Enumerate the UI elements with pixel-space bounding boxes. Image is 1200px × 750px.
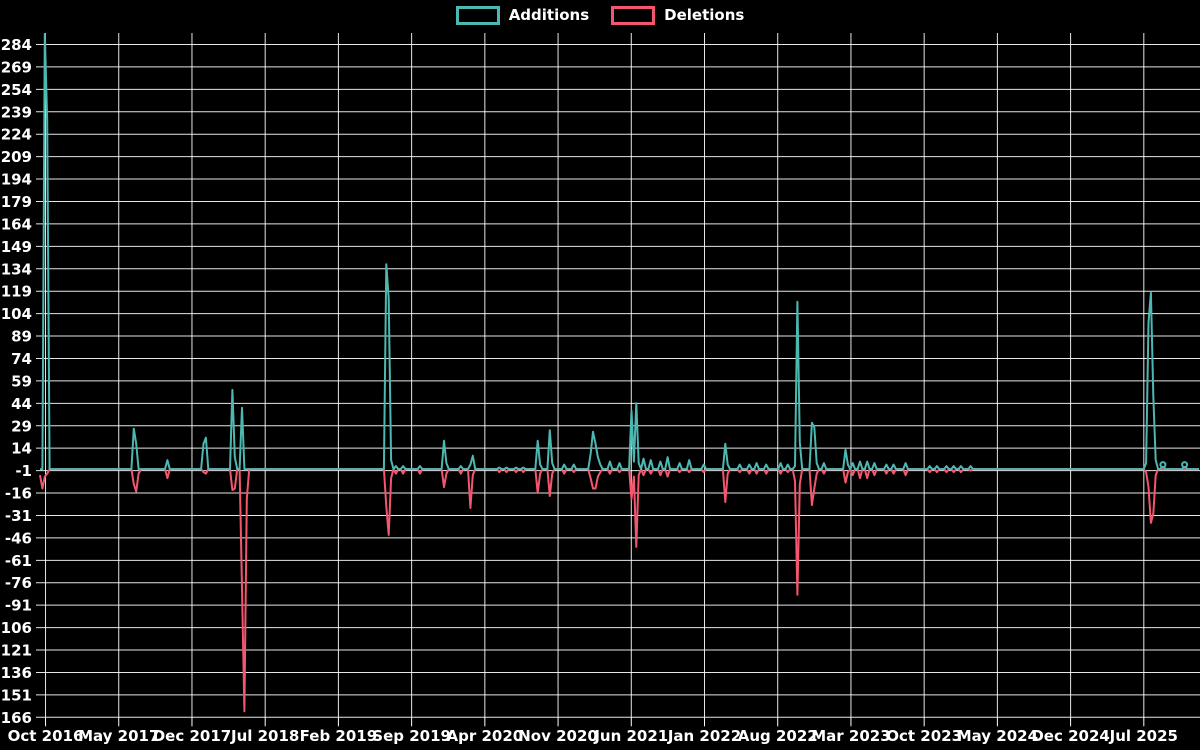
- x-tick-label: Dec 2024: [1031, 727, 1110, 745]
- y-tick-label: -136: [0, 664, 32, 682]
- y-tick-label: 254: [1, 81, 32, 99]
- x-tick-label: Sep 2019: [372, 727, 451, 745]
- y-tick-label: -76: [5, 574, 32, 592]
- x-tick-label: Oct 2016: [8, 727, 84, 745]
- additions-line: [40, 33, 1199, 471]
- x-tick-label: Dec 2017: [153, 727, 232, 745]
- x-tick-label: May 2024: [957, 727, 1038, 745]
- y-tick-label: 29: [11, 417, 32, 435]
- additions-legend-label: Additions: [508, 6, 590, 24]
- x-tick-label: Oct 2023: [886, 727, 962, 745]
- chart-legend: Additions Deletions: [0, 6, 1200, 25]
- y-tick-label: -121: [0, 642, 32, 660]
- deletions-swatch: [611, 6, 656, 25]
- point-marker: [1159, 461, 1167, 469]
- y-tick-label: -91: [5, 597, 32, 615]
- x-tick-label: Mar 2023: [811, 727, 890, 745]
- y-tick-label: 104: [1, 305, 32, 323]
- y-tick-label: -166: [0, 709, 32, 727]
- y-tick-label: 164: [1, 215, 32, 233]
- y-tick-label: 14: [11, 440, 32, 458]
- y-tick-label: 194: [1, 171, 32, 189]
- y-tick-label: 89: [11, 328, 32, 346]
- y-tick-label: 209: [1, 148, 32, 166]
- y-tick-label: 44: [11, 395, 32, 413]
- y-tick-label: 224: [1, 126, 32, 144]
- x-tick-label: Jul 2025: [1109, 727, 1178, 745]
- y-tick-label: -31: [5, 507, 32, 525]
- y-tick-label: 269: [1, 58, 32, 76]
- additions-swatch: [455, 6, 500, 25]
- y-tick-label: -106: [0, 619, 32, 637]
- y-tick-label: -46: [5, 529, 32, 547]
- y-tick-label: 149: [1, 238, 32, 256]
- y-tick-label: 284: [1, 36, 32, 54]
- deletions-legend-label: Deletions: [664, 6, 745, 24]
- x-tick-label: May 2017: [78, 727, 159, 745]
- x-tick-label: Jan 2022: [667, 727, 741, 745]
- y-tick-label: 119: [1, 283, 32, 301]
- y-tick-label: 74: [11, 350, 32, 368]
- x-tick-label: Jun 2021: [593, 727, 668, 745]
- legend-item-additions[interactable]: Additions: [455, 6, 590, 25]
- y-tick-label: 179: [1, 193, 32, 211]
- x-tick-label: Feb 2019: [300, 727, 378, 745]
- y-tick-label: -1: [15, 462, 32, 480]
- y-tick-label: -151: [0, 686, 32, 704]
- y-tick-label: -16: [5, 485, 32, 503]
- x-tick-label: Apr 2020: [446, 727, 523, 745]
- x-tick-label: Jul 2018: [230, 727, 299, 745]
- legend-item-deletions[interactable]: Deletions: [611, 6, 744, 25]
- y-tick-label: 134: [1, 260, 32, 278]
- y-tick-label: 59: [11, 372, 32, 390]
- y-tick-label: -61: [5, 552, 32, 570]
- y-tick-label: 239: [1, 103, 32, 121]
- x-tick-label: Aug 2022: [738, 727, 818, 745]
- x-tick-label: Nov 2020: [518, 727, 598, 745]
- point-marker: [1181, 461, 1189, 469]
- deletions-line: [39, 468, 1199, 713]
